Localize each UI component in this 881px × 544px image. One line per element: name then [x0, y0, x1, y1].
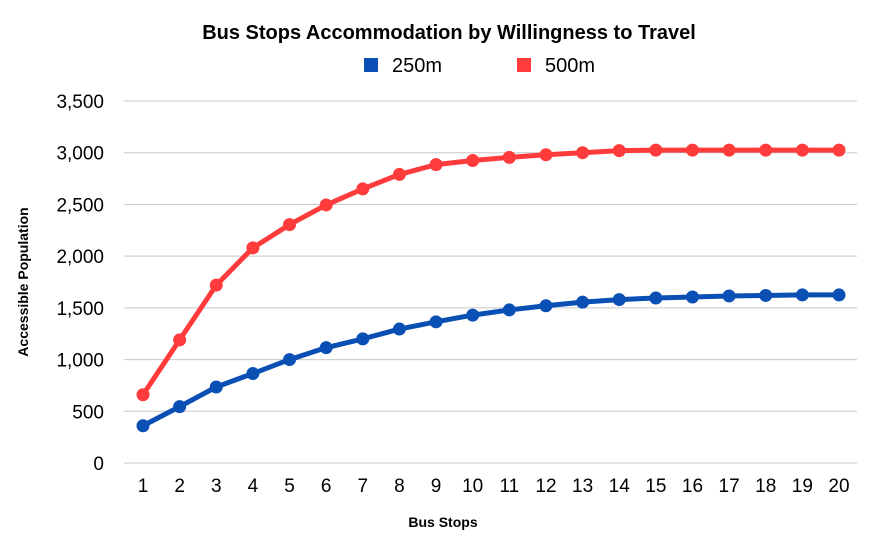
data-point-250m	[283, 353, 297, 367]
data-point-250m	[356, 332, 370, 346]
x-tick-label: 16	[682, 476, 703, 497]
data-point-500m	[649, 143, 663, 157]
data-point-500m	[612, 144, 626, 158]
data-point-250m	[466, 308, 480, 322]
x-tick-label: 9	[431, 476, 442, 497]
y-tick-label: 500	[72, 402, 104, 423]
data-point-250m	[173, 400, 187, 414]
data-point-500m	[136, 388, 150, 402]
x-tick-label: 18	[755, 476, 776, 497]
data-point-500m	[795, 143, 809, 157]
data-point-250m	[649, 291, 663, 305]
y-tick-label: 0	[93, 454, 104, 475]
x-tick-label: 5	[284, 476, 295, 497]
x-tick-label: 19	[792, 476, 813, 497]
data-point-250m	[612, 293, 626, 307]
legend-label-500m: 500m	[545, 55, 595, 77]
gridlines	[124, 100, 857, 464]
data-point-250m	[136, 419, 150, 433]
x-tick-label: 14	[609, 476, 631, 497]
x-tick-label: 7	[358, 476, 369, 497]
data-point-500m	[576, 146, 590, 160]
legend: 250m 500m	[364, 55, 595, 77]
data-point-500m	[246, 241, 260, 255]
y-axis-label: Accessible Population	[15, 207, 31, 356]
x-tick-label: 8	[394, 476, 405, 497]
x-tick-label: 2	[174, 476, 185, 497]
data-point-500m	[429, 158, 443, 172]
data-point-250m	[392, 322, 406, 336]
x-tick-label: 10	[462, 476, 483, 497]
x-tick-label: 12	[535, 476, 556, 497]
x-tick-label: 20	[828, 476, 849, 497]
data-point-500m	[466, 153, 480, 167]
data-point-250m	[795, 288, 809, 302]
legend-swatch-250m	[364, 58, 378, 72]
data-point-250m	[539, 299, 553, 313]
data-point-250m	[246, 367, 260, 381]
data-point-500m	[392, 167, 406, 181]
y-tick-label: 2,500	[56, 195, 104, 216]
data-point-250m	[429, 315, 443, 329]
data-point-250m	[832, 288, 846, 302]
data-point-250m	[319, 341, 333, 355]
x-tick-label: 1	[138, 476, 149, 497]
legend-swatch-500m	[517, 58, 531, 72]
data-point-500m	[319, 198, 333, 212]
data-point-500m	[539, 148, 553, 162]
data-point-500m	[759, 143, 773, 157]
series	[136, 143, 846, 433]
data-point-500m	[209, 278, 223, 292]
data-point-250m	[502, 303, 516, 317]
y-tick-label: 3,500	[56, 92, 104, 113]
y-tick-label: 1,000	[56, 351, 104, 372]
data-point-500m	[685, 143, 699, 157]
chart-title: Bus Stops Accommodation by Willingness t…	[202, 22, 696, 44]
data-point-250m	[759, 288, 773, 302]
data-point-500m	[722, 143, 736, 157]
x-tick-label: 13	[572, 476, 593, 497]
data-point-250m	[685, 290, 699, 304]
data-point-250m	[209, 380, 223, 394]
y-axis-ticks: 0 500 1,000 1,500 2,000 2,500 3,000 3,500	[56, 92, 104, 475]
series-line-250m	[140, 292, 842, 429]
data-point-250m	[576, 295, 590, 309]
data-point-500m	[173, 333, 187, 347]
x-tick-label: 17	[719, 476, 740, 497]
x-tick-label: 4	[248, 476, 259, 497]
x-tick-label: 15	[645, 476, 666, 497]
data-point-500m	[832, 143, 846, 157]
series-line-500m	[140, 147, 842, 398]
series-500m	[136, 143, 846, 402]
x-axis-ticks: 1 2 3 4 5 6 7 8 9 10 11 12 13 14 15 16 17 18 19 20	[138, 476, 850, 497]
data-point-500m	[283, 218, 297, 232]
y-tick-label: 3,000	[56, 144, 104, 165]
x-tick-label: 11	[499, 476, 519, 497]
data-point-250m	[722, 289, 736, 303]
y-tick-label: 2,000	[56, 247, 104, 268]
data-point-500m	[502, 150, 516, 164]
series-250m	[136, 288, 846, 433]
x-axis-label: Bus Stops	[408, 514, 477, 530]
x-tick-label: 6	[321, 476, 332, 497]
y-tick-label: 1,500	[56, 299, 104, 320]
legend-label-250m: 250m	[392, 55, 442, 77]
x-tick-label: 3	[211, 476, 222, 497]
data-point-500m	[356, 182, 370, 196]
